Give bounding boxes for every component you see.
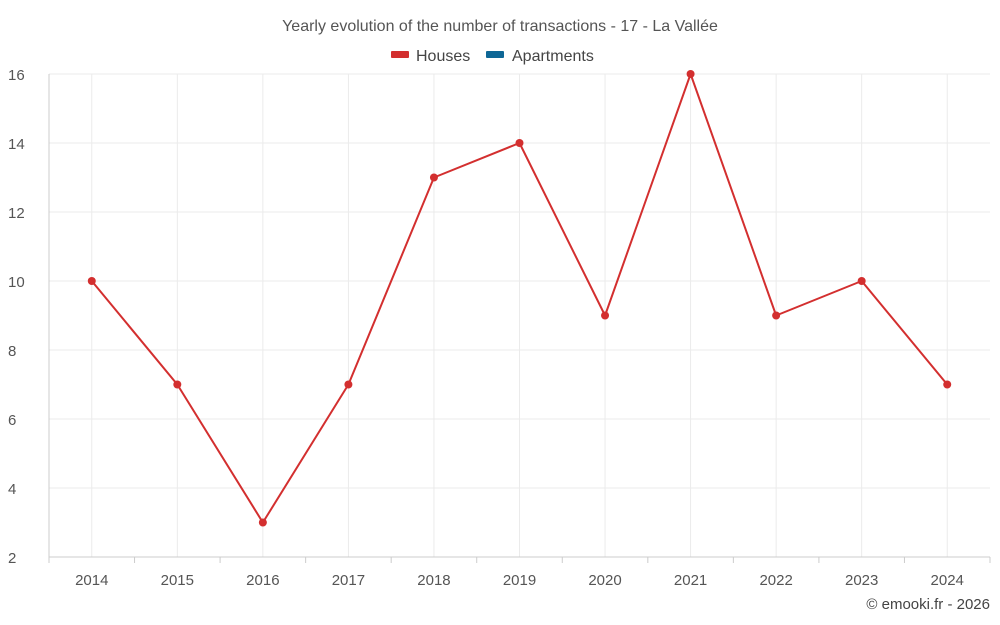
legend-swatch-houses bbox=[391, 51, 409, 58]
data-point-houses-2015[interactable] bbox=[173, 380, 182, 389]
data-point-houses-2014[interactable] bbox=[87, 277, 96, 285]
footer-credit: © emooki.fr - 2026 bbox=[866, 596, 990, 613]
y-tick-label: 14 bbox=[8, 136, 25, 153]
legend-item-houses[interactable]: Houses bbox=[391, 48, 470, 65]
data-point-houses-2024[interactable] bbox=[943, 380, 952, 389]
axes bbox=[48, 74, 991, 563]
series-houses bbox=[87, 70, 952, 527]
x-tick-label: 2023 bbox=[845, 572, 878, 589]
data-point-houses-2023[interactable] bbox=[857, 277, 866, 285]
data-point-houses-2016[interactable] bbox=[258, 518, 267, 527]
y-tick-label: 10 bbox=[8, 274, 25, 291]
x-tick-label: 2021 bbox=[674, 572, 707, 589]
data-point-houses-2019[interactable] bbox=[515, 139, 524, 147]
data-point-houses-2020[interactable] bbox=[601, 311, 610, 320]
legend-label-houses: Houses bbox=[416, 48, 470, 65]
x-tick-label: 2016 bbox=[246, 572, 279, 589]
data-point-houses-2018[interactable] bbox=[429, 173, 438, 182]
data-point-houses-2022[interactable] bbox=[772, 311, 781, 320]
x-tick-label: 2020 bbox=[588, 572, 621, 589]
x-tick-label: 2018 bbox=[417, 572, 450, 589]
x-tick-label: 2017 bbox=[332, 572, 365, 589]
x-tick-label: 2024 bbox=[931, 572, 964, 589]
legend-item-apartments[interactable]: Apartments bbox=[486, 48, 594, 65]
y-axis-ticks: 2 4 6 8 10 12 14 16 bbox=[8, 67, 25, 567]
x-tick-label: 2022 bbox=[759, 572, 792, 589]
y-tick-label: 6 bbox=[8, 412, 16, 429]
x-axis-ticks: 2014 2015 2016 2017 2018 2019 2020 2021 2022 2023… bbox=[75, 572, 964, 589]
x-tick-label: 2015 bbox=[161, 572, 194, 589]
chart-title: Yearly evolution of the number of transa… bbox=[282, 18, 718, 35]
y-tick-label: 8 bbox=[8, 343, 16, 360]
y-tick-label: 16 bbox=[8, 67, 25, 84]
data-point-houses-2017[interactable] bbox=[344, 380, 353, 389]
y-tick-label: 4 bbox=[8, 481, 16, 498]
legend-swatch-apartments bbox=[486, 51, 504, 58]
legend: Houses Apartments bbox=[391, 48, 594, 65]
legend-label-apartments: Apartments bbox=[512, 48, 594, 65]
y-tick-label: 2 bbox=[8, 550, 16, 567]
x-tick-label: 2014 bbox=[75, 572, 108, 589]
x-tick-label: 2019 bbox=[503, 572, 536, 589]
data-point-houses-2021[interactable] bbox=[686, 70, 695, 78]
y-tick-label: 12 bbox=[8, 205, 25, 222]
